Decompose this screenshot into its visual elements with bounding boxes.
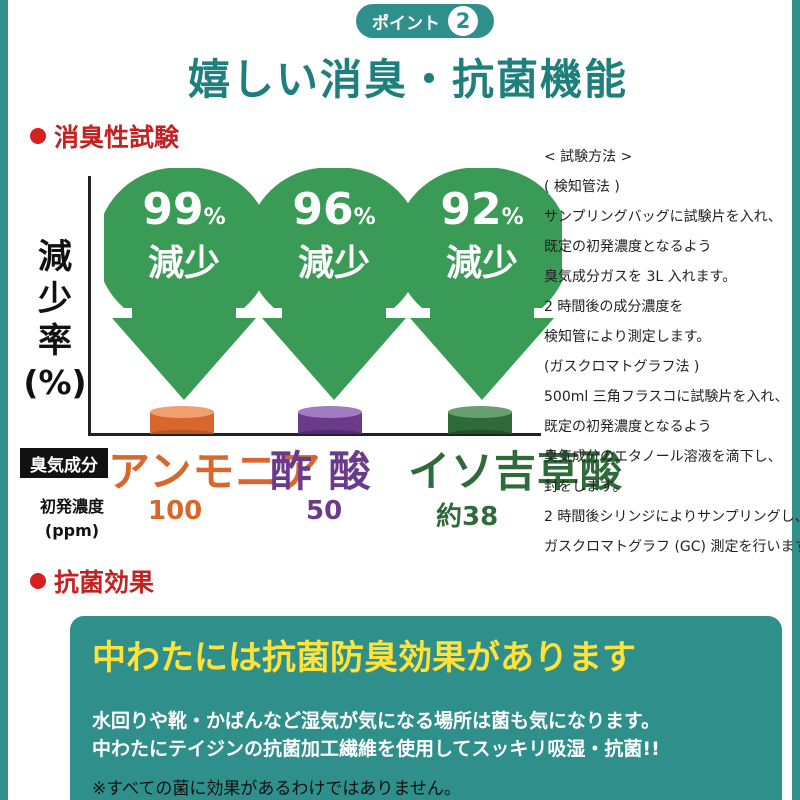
antibac-heading: 抗菌効果 (30, 563, 154, 599)
method-line: 500ml 三角フラスコに試験片を入れ、 (544, 389, 789, 405)
deodor-heading-text: 消臭性試験 (54, 123, 180, 152)
conc-ammonia: 100 (148, 496, 203, 526)
method-line: サンプリングバッグに試験片を入れ、 (544, 209, 782, 225)
antibac-disclaimer: ※すべての菌に効果があるわけではありません。 (92, 779, 461, 799)
conc-acetic-acid: 50 (306, 496, 343, 526)
compound-ammonia: アンモニア (108, 447, 322, 496)
test-method-text: < 試験方法 > ( 検知管法 ) サンプリングバッグに試験片を入れ、 既定の初… (544, 142, 800, 562)
reduction-percent: 96% (292, 184, 376, 235)
method-line: 封をします。 (544, 479, 627, 495)
method-line: ガスクロマトグラフ (GC) 測定を行います。 (544, 539, 800, 555)
method-line: 臭気成分ガスを 3L 入れます。 (544, 269, 737, 285)
y-label-line: 減 (38, 237, 72, 277)
conc-label-unit: (ppm) (44, 521, 100, 540)
remaining-cylinder-isovaleric (448, 406, 512, 434)
x-axis-line (88, 433, 541, 436)
method-line: 検知管により測定します。 (544, 329, 711, 345)
reduction-label: 減少 (147, 243, 220, 284)
conc-label-line: 初発濃度 (39, 497, 104, 516)
compound-isovaleric-acid: イソ吉草酸 (408, 447, 624, 496)
badge-number: 2 (448, 6, 478, 36)
antibac-heading-text: 抗菌効果 (54, 568, 155, 597)
antibac-info-box: 中わたには抗菌防臭効果があります 水回りや靴・かばんなど湿気が気になる場所は菌も… (70, 616, 782, 800)
reduction-arrow-acetic: 96% 減少 (254, 168, 414, 400)
method-line: ( 検知管法 ) (544, 179, 620, 195)
reduction-percent: 99% (142, 184, 226, 235)
reduction-arrow-isovaleric: 92% 減少 (402, 168, 562, 400)
point-badge: ポイント 2 (356, 4, 494, 38)
conc-isovaleric-acid: 約38 (436, 502, 499, 532)
remaining-cylinder-acetic (298, 406, 362, 434)
y-label-line: 少 (38, 279, 72, 319)
reduction-label: 減少 (445, 243, 518, 284)
badge-label: ポイント (372, 13, 440, 34)
method-line: 2 時間後の成分濃度を (544, 299, 684, 315)
compound-acetic-acid: 酢 酸 (270, 447, 372, 496)
down-arrow-icon (402, 168, 562, 400)
y-axis-label: 減 少 率 (%) (20, 236, 90, 404)
antibac-body-line: 中わたにテイジンの抗菌加工繊維を使用してスッキリ吸湿・抗菌!! (92, 738, 660, 760)
method-heading: < 試験方法 > (544, 149, 633, 165)
y-label-unit: (%) (23, 363, 87, 402)
y-label-line: 率 (38, 321, 72, 361)
method-line: 2 時間後シリンジによりサンプリングし、 (544, 509, 800, 525)
initial-concentration-label: 初発濃度 (ppm) (22, 495, 122, 543)
y-axis-line (88, 176, 91, 436)
content-panel: ポイント 2 嬉しい消臭・抗菌機能 消臭性試験 減 少 率 (%) 99% 減少 (8, 0, 800, 800)
down-arrow-icon (104, 168, 264, 400)
method-line: 既定の初発濃度となるよう (544, 419, 712, 435)
method-line: 臭気成分のエタノール溶液を滴下し、 (544, 449, 782, 465)
antibac-box-heading: 中わたには抗菌防臭効果があります (92, 638, 636, 678)
deodor-heading: 消臭性試験 (30, 118, 179, 154)
antibac-body-line: 水回りや靴・かばんなど湿気が気になる場所は菌も気になります。 (92, 710, 661, 732)
odor-component-label: 臭気成分 (20, 448, 108, 478)
reduction-arrow-ammonia: 99% 減少 (104, 168, 264, 400)
method-line: (ガスクロマトグラフ法 ) (544, 359, 700, 375)
remaining-cylinder-ammonia (150, 406, 214, 434)
reduction-label: 減少 (297, 243, 370, 284)
down-arrow-icon (254, 168, 414, 400)
page-title: 嬉しい消臭・抗菌機能 (187, 55, 628, 104)
bullet-dot-icon (30, 573, 46, 589)
reduction-percent: 92% (440, 184, 524, 235)
bullet-dot-icon (30, 128, 46, 144)
method-line: 既定の初発濃度となるよう (544, 239, 712, 255)
